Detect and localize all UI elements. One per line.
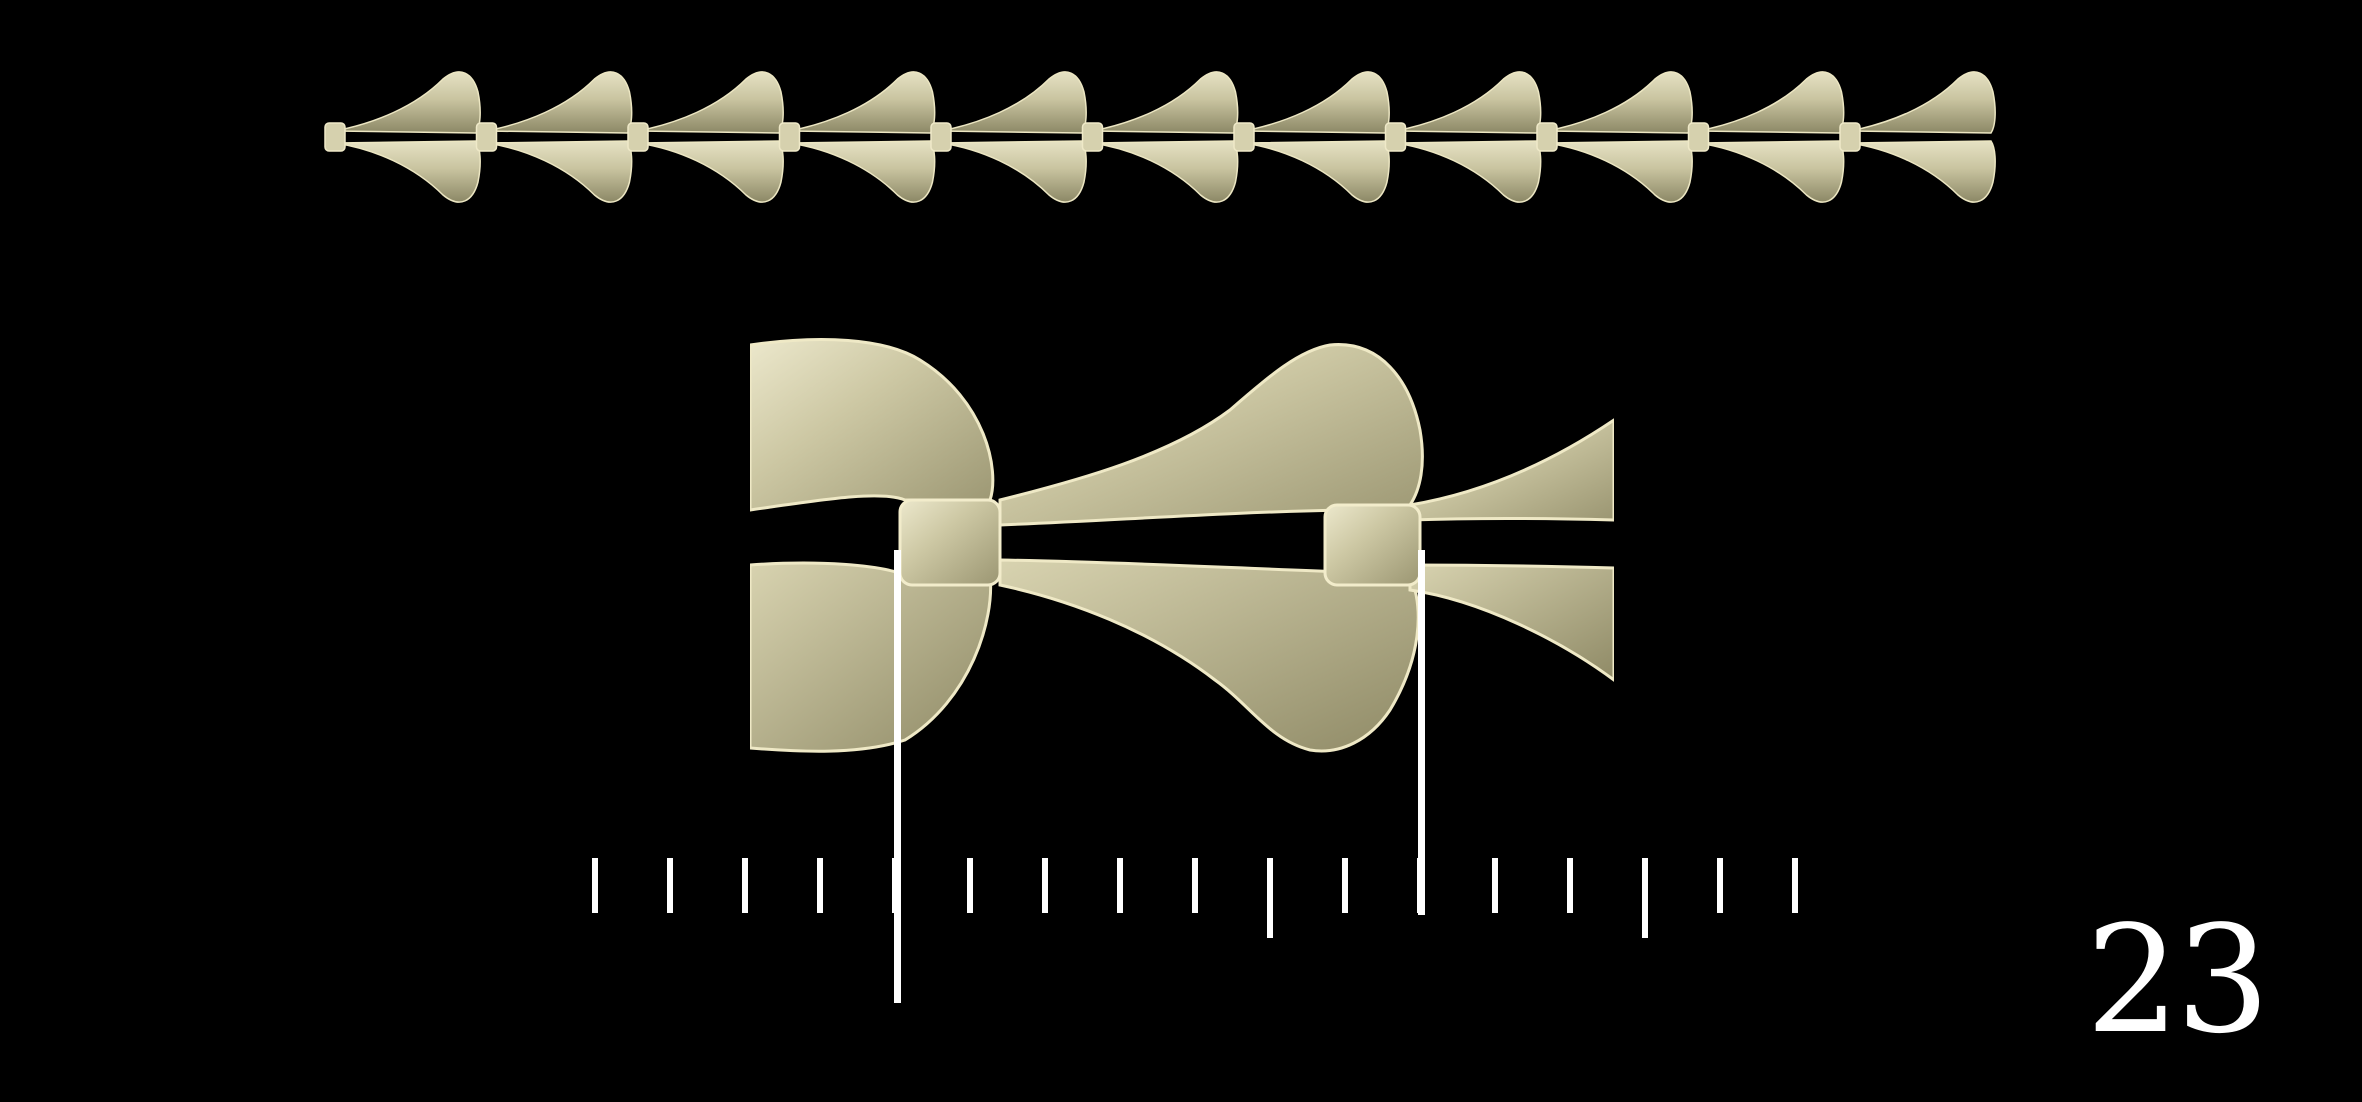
ruler-tick <box>1792 858 1798 913</box>
ruler-tick <box>1492 858 1498 913</box>
bracelet-link <box>475 71 633 203</box>
bracelet-link <box>930 71 1087 203</box>
bracelet-link <box>778 71 936 203</box>
ruler-tick <box>592 858 598 913</box>
detail-link-right <box>1323 418 1614 682</box>
measure-line-left <box>894 550 901 1003</box>
measure-line-right <box>1418 550 1425 915</box>
bracelet-link <box>1687 71 1845 203</box>
bracelet-link <box>1536 71 1693 203</box>
ruler-tick <box>1342 858 1348 913</box>
bracelet-link <box>1081 71 1239 203</box>
detail-link-left <box>750 338 995 753</box>
page-number: 23 <box>2085 894 2270 1066</box>
bracelet-link <box>627 71 784 203</box>
ruler-tick <box>742 858 748 913</box>
bracelet-link <box>1839 71 1996 203</box>
ruler-tick-major <box>1642 858 1648 938</box>
detail-link-middle <box>898 343 1424 753</box>
ruler-tick <box>1117 858 1123 913</box>
ruler-tick <box>1567 858 1573 913</box>
ruler-tick <box>817 858 823 913</box>
ruler-tick-major <box>1267 858 1273 938</box>
ruler-tick <box>1042 858 1048 913</box>
ruler-tick <box>967 858 973 913</box>
bracelet-link <box>1233 71 1390 203</box>
ruler-tick <box>1192 858 1198 913</box>
ruler-tick <box>667 858 673 913</box>
ruler-tick <box>1717 858 1723 913</box>
bracelet-link <box>1384 71 1542 203</box>
bracelet-link <box>324 71 481 203</box>
